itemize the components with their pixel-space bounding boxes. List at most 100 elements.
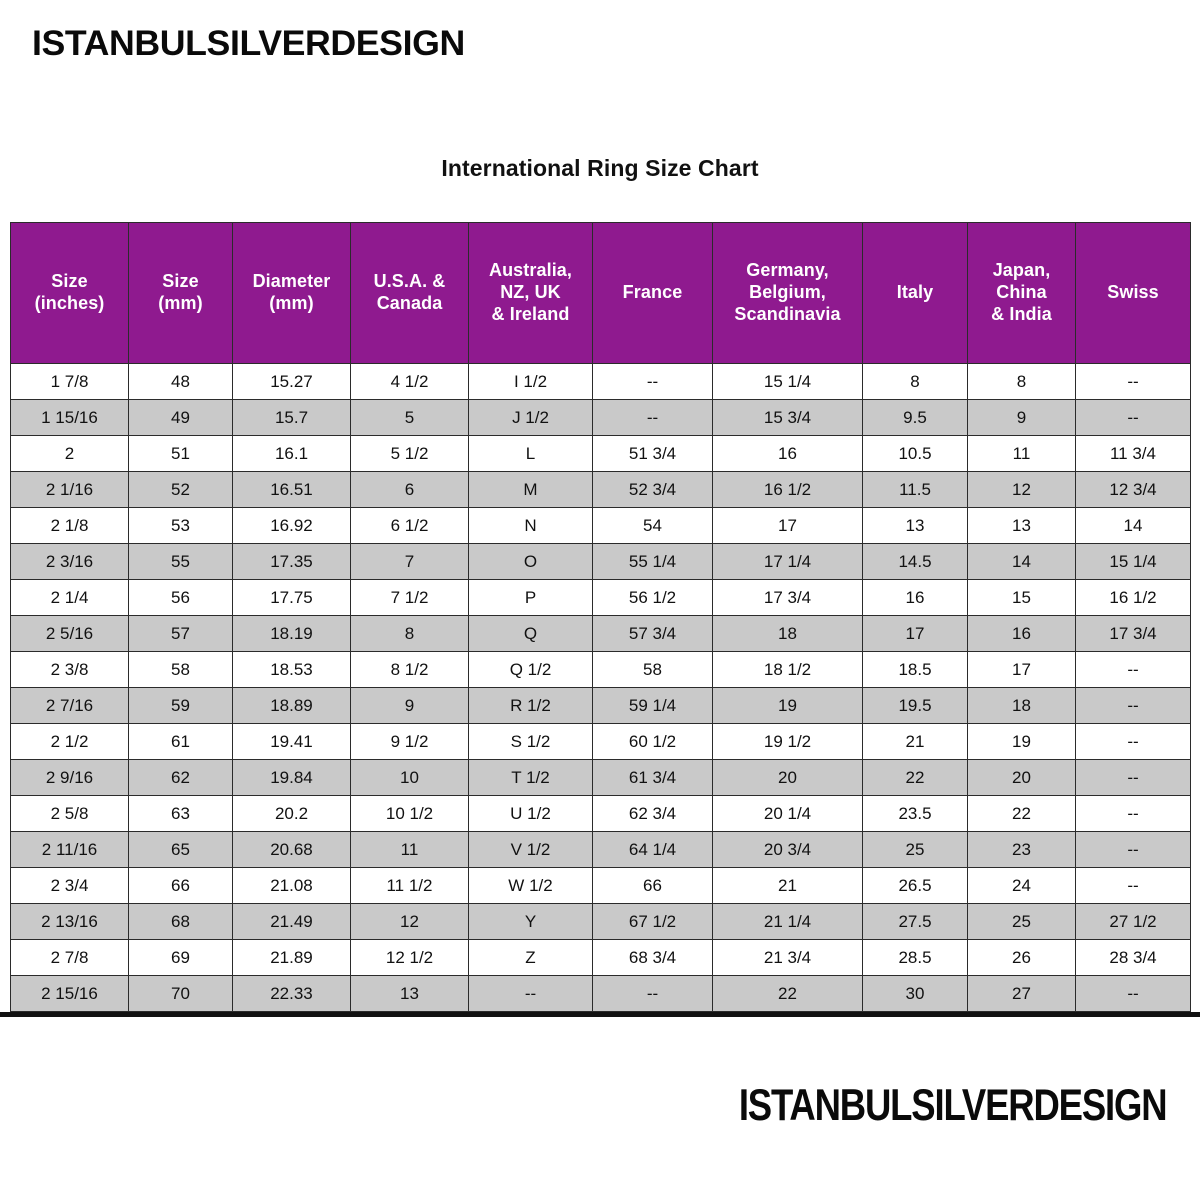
table-cell: 59 1/4 [592,687,713,724]
table-cell: 53 [128,507,233,544]
table-cell: 2 5/16 [10,615,129,652]
table-cell: 26 [967,939,1076,976]
table-cell: O [468,543,593,580]
table-cell: 28.5 [862,939,968,976]
table-cell: 18 1/2 [712,651,863,688]
table-cell: 17 [967,651,1076,688]
table-cell: 2 3/8 [10,651,129,688]
table-header-row: Size (inches) Size (mm) Diameter (mm) U.S.A. &… [10,222,1191,364]
table-cell: 16.92 [232,507,351,544]
table-cell: -- [1075,795,1191,832]
column-header-5: France [592,222,713,364]
table-cell: 12 1/2 [350,939,469,976]
table-cell: 18.5 [862,651,968,688]
table-cell: 19 1/2 [712,723,863,760]
table-cell: 13 [967,507,1076,544]
table-cell: 21 1/4 [712,903,863,940]
table-cell: 14 [1075,507,1191,544]
table-cell: 11 1/2 [350,867,469,904]
table-cell: 8 1/2 [350,651,469,688]
table-cell: -- [592,399,713,436]
table-cell: -- [1075,723,1191,760]
table-cell: 61 [128,723,233,760]
table-cell: 2 1/2 [10,723,129,760]
table-cell: 9 [350,687,469,724]
table-cell: 63 [128,795,233,832]
table-cell: 11.5 [862,471,968,508]
table-row: 2 15/16 70 22.33 13 -- -- 22 30 27 -- [10,975,1191,1012]
table-cell: I 1/2 [468,363,593,400]
table-cell: 2 1/16 [10,471,129,508]
table-cell: 20 1/4 [712,795,863,832]
table-row: 2 5/16 57 18.19 8 Q 57 3/4 18 17 16 17 3/4 [10,615,1191,652]
table-cell: 21 [712,867,863,904]
table-row: 2 7/16 59 18.89 9 R 1/2 59 1/4 19 19.5 18 -- [10,687,1191,724]
column-header-8: Japan, China & India [967,222,1076,364]
table-cell: 2 11/16 [10,831,129,868]
table-cell: 17 1/4 [712,543,863,580]
table-cell: -- [1075,399,1191,436]
table-cell: 18.19 [232,615,351,652]
table-cell: J 1/2 [468,399,593,436]
table-cell: 1 15/16 [10,399,129,436]
table-cell: 16 1/2 [712,471,863,508]
table-row: 2 1/4 56 17.75 7 1/2 P 56 1/2 17 3/4 16 15 16 1/2 [10,579,1191,616]
column-header-2: Diameter (mm) [232,222,351,364]
table-row: 2 1/2 61 19.41 9 1/2 S 1/2 60 1/2 19 1/2 21 19 -- [10,723,1191,760]
column-header-6: Germany, Belgium, Scandinavia [712,222,863,364]
table-cell: 70 [128,975,233,1012]
table-cell: 27.5 [862,903,968,940]
page-title: International Ring Size Chart [441,155,759,181]
table-cell: -- [1075,651,1191,688]
table-cell: -- [1075,975,1191,1012]
table-row: 2 3/16 55 17.35 7 O 55 1/4 17 1/4 14.5 14 15 1/4 [10,543,1191,580]
table-cell: 11 [350,831,469,868]
table-cell: 11 [967,435,1076,472]
table-cell: 2 7/16 [10,687,129,724]
table-cell: 56 1/2 [592,579,713,616]
table-cell: 51 3/4 [592,435,713,472]
table-cell: 14 [967,543,1076,580]
table-cell: 2 3/4 [10,867,129,904]
table-cell: 23.5 [862,795,968,832]
brand-wordmark-top: ISTANBULSILVERDESIGN [32,24,465,63]
table-cell: 5 [350,399,469,436]
ring-size-table: Size (inches) Size (mm) Diameter (mm) U.S.A. &… [10,222,1191,1012]
table-cell: 30 [862,975,968,1012]
table-cell: 2 5/8 [10,795,129,832]
table-cell: N [468,507,593,544]
table-cell: 54 [592,507,713,544]
table-cell: 19.41 [232,723,351,760]
table-cell: 21 [862,723,968,760]
table-cell: 19.84 [232,759,351,796]
table-cell: 28 3/4 [1075,939,1191,976]
table-cell: 12 [350,903,469,940]
column-header-0: Size (inches) [10,222,129,364]
table-cell: 21.89 [232,939,351,976]
table-cell: 22 [862,759,968,796]
table-cell: 20.2 [232,795,351,832]
table-cell: 12 3/4 [1075,471,1191,508]
column-header-1: Size (mm) [128,222,233,364]
table-cell: 14.5 [862,543,968,580]
table-cell: -- [592,363,713,400]
table-cell: R 1/2 [468,687,593,724]
table-cell: -- [1075,831,1191,868]
table-cell: 66 [592,867,713,904]
column-header-9: Swiss [1075,222,1191,364]
table-cell: -- [1075,363,1191,400]
table-cell: 66 [128,867,233,904]
table-cell: 25 [967,903,1076,940]
table-cell: 11 3/4 [1075,435,1191,472]
table-cell: 25 [862,831,968,868]
column-header-4: Australia, NZ, UK & Ireland [468,222,593,364]
table-cell: U 1/2 [468,795,593,832]
table-cell: P [468,579,593,616]
table-cell: 10 1/2 [350,795,469,832]
horizontal-divider [0,1012,1200,1017]
table-cell: 8 [967,363,1076,400]
table-cell: 15.27 [232,363,351,400]
table-row: 2 7/8 69 21.89 12 1/2 Z 68 3/4 21 3/4 28.5 26 28 … [10,939,1191,976]
table-cell: 20 [967,759,1076,796]
table-cell: 2 [10,435,129,472]
